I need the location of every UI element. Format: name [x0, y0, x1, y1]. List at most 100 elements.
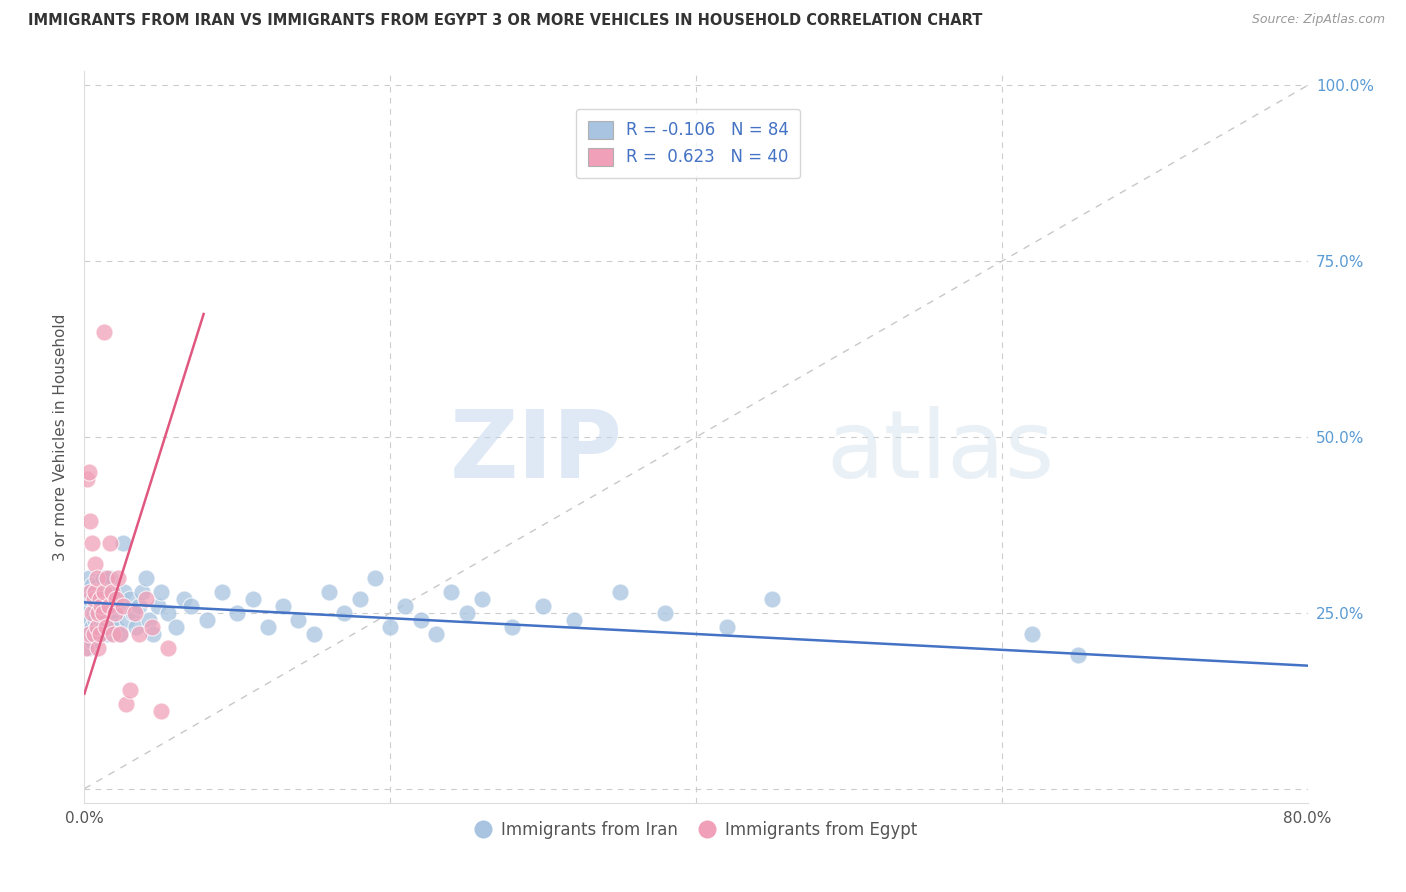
Point — [101, 584, 124, 599]
Point — [101, 613, 124, 627]
Point — [135, 571, 157, 585]
Point — [90, 599, 112, 613]
Point — [86, 620, 108, 634]
Point — [79, 584, 101, 599]
Point — [195, 613, 218, 627]
Point — [180, 599, 202, 613]
Point — [79, 591, 101, 606]
Point — [77, 641, 100, 656]
Point — [142, 627, 165, 641]
Point — [128, 627, 150, 641]
Point — [94, 606, 117, 620]
Point — [111, 599, 134, 613]
Point — [242, 591, 264, 606]
Point — [115, 613, 138, 627]
Point — [96, 627, 118, 641]
Point — [165, 620, 187, 634]
Point — [84, 599, 107, 613]
Point — [226, 606, 249, 620]
Point — [112, 584, 135, 599]
Point — [93, 584, 115, 599]
Point — [716, 620, 738, 634]
Point — [105, 591, 128, 606]
Point — [94, 620, 117, 634]
Point — [87, 606, 110, 620]
Point — [96, 584, 118, 599]
Point — [79, 599, 101, 613]
Point — [114, 698, 136, 712]
Point — [87, 641, 110, 656]
Point — [80, 578, 103, 592]
Point — [120, 591, 142, 606]
Point — [364, 571, 387, 585]
Point — [98, 571, 121, 585]
Point — [502, 620, 524, 634]
Point — [471, 591, 494, 606]
Point — [84, 584, 107, 599]
Point — [98, 535, 121, 549]
Point — [75, 641, 97, 656]
Point — [125, 620, 148, 634]
Point — [103, 591, 125, 606]
Point — [84, 613, 107, 627]
Point — [211, 584, 233, 599]
Point — [80, 606, 103, 620]
Point — [83, 606, 105, 620]
Point — [90, 599, 112, 613]
Point — [83, 591, 105, 606]
Point — [394, 599, 416, 613]
Point — [86, 591, 108, 606]
Point — [104, 606, 127, 620]
Point — [93, 325, 115, 339]
Point — [120, 683, 142, 698]
Point — [761, 591, 783, 606]
Point — [80, 535, 103, 549]
Point — [1021, 627, 1043, 641]
Point — [107, 599, 129, 613]
Point — [91, 606, 114, 620]
Point — [80, 634, 103, 648]
Point — [91, 620, 114, 634]
Point — [138, 613, 160, 627]
Point — [654, 606, 676, 620]
Point — [333, 606, 356, 620]
Point — [318, 584, 340, 599]
Point — [89, 627, 111, 641]
Point — [108, 627, 131, 641]
Point — [349, 591, 371, 606]
Point — [122, 606, 145, 620]
Point — [111, 535, 134, 549]
Point — [83, 627, 105, 641]
Point — [609, 584, 631, 599]
Text: atlas: atlas — [827, 406, 1054, 498]
Point — [103, 627, 125, 641]
Point — [77, 620, 100, 634]
Point — [97, 599, 120, 613]
Legend: Immigrants from Iran, Immigrants from Egypt: Immigrants from Iran, Immigrants from Eg… — [468, 814, 924, 846]
Point — [97, 599, 120, 613]
Point — [77, 571, 100, 585]
Point — [173, 591, 195, 606]
Point — [131, 584, 153, 599]
Point — [149, 584, 172, 599]
Point — [75, 627, 97, 641]
Text: IMMIGRANTS FROM IRAN VS IMMIGRANTS FROM EGYPT 3 OR MORE VEHICLES IN HOUSEHOLD CO: IMMIGRANTS FROM IRAN VS IMMIGRANTS FROM … — [28, 13, 983, 29]
Point — [124, 606, 146, 620]
Point — [149, 705, 172, 719]
Point — [90, 613, 112, 627]
Point — [456, 606, 478, 620]
Point — [157, 606, 180, 620]
Point — [287, 613, 309, 627]
Point — [107, 571, 129, 585]
Point — [79, 515, 101, 529]
Point — [105, 620, 128, 634]
Point — [84, 557, 107, 571]
Point — [141, 620, 163, 634]
Text: ZIP: ZIP — [450, 406, 623, 498]
Point — [257, 620, 280, 634]
Point — [157, 641, 180, 656]
Point — [1067, 648, 1090, 662]
Point — [531, 599, 554, 613]
Point — [89, 584, 111, 599]
Point — [80, 620, 103, 634]
